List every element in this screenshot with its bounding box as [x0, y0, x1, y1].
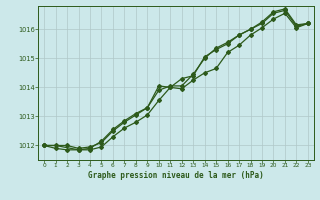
X-axis label: Graphe pression niveau de la mer (hPa): Graphe pression niveau de la mer (hPa) — [88, 171, 264, 180]
